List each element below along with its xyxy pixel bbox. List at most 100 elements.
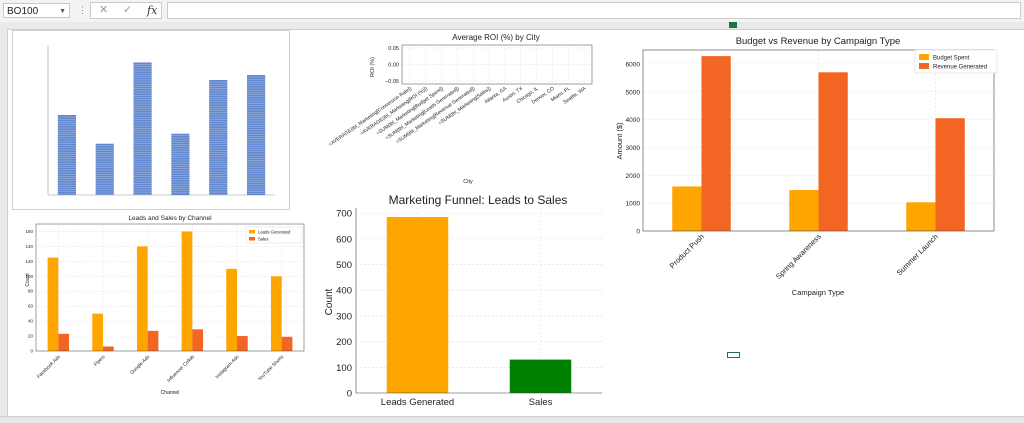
y-tick-label: 80 [28,289,34,294]
y-tick-label: 0 [347,389,352,400]
chart-title: Marketing Funnel: Leads to Sales [389,193,568,207]
y-tick-label: 0 [30,349,33,354]
y-tick-label: 140 [25,244,33,249]
y-tick-label: 500 [336,260,352,271]
bar-leads [270,276,282,351]
y-tick-label: 0.00 [388,63,399,69]
plot-frame [35,223,305,352]
y-tick-label: 5000 [626,89,641,96]
formula-bar: BO100 ▼ ⋮ ✕ ✓ fx [0,0,1024,23]
selected-column-indicator [729,22,737,28]
active-cell[interactable] [727,352,740,358]
legend-label-sales: Sales [258,237,268,242]
y-axis-label: ROI (%) [370,57,376,77]
x-tick-label: Sales [529,397,553,408]
y-tick-label: 2000 [626,173,641,180]
formula-buttons: ✕ ✓ fx [90,2,162,19]
y-tick-label: 0 [636,229,640,236]
y-tick-label: 700 [336,209,352,220]
x-tick-label: Spring Awareness [774,232,823,281]
name-box-value: BO100 [7,6,39,17]
y-axis-label: Count [25,273,31,287]
y-tick-label: 100 [25,274,33,279]
bar-sales [103,346,114,351]
bar [247,75,266,195]
x-tick-label: YouTube Shorts [257,354,286,383]
sheet-tabs-bar[interactable] [0,416,1024,423]
bar-revenue [935,118,965,231]
chart-leads-sales-by-channel[interactable]: Leads and Sales by Channel 0 20 40 60 80 100 1… [8,210,310,410]
chart-roi-svg: Average ROI (%) by City ROI (%) 0.05 0.00… [328,33,593,185]
chart-marketing-funnel[interactable]: Marketing Funnel: Leads to Sales Count 0… [318,188,608,410]
bar-revenue [701,56,731,231]
chart-small-blue[interactable] [12,30,290,210]
legend-swatch-sales [249,237,255,241]
bar-budget [789,190,819,231]
y-tick-label: 600 [336,234,352,245]
insert-function-icon[interactable]: fx [147,4,158,17]
bar-sales [58,333,70,351]
y-tick-label: 100 [336,363,352,374]
bar-leads [136,246,148,351]
row-headers[interactable] [0,29,8,418]
bar-sales [281,336,293,351]
plot-frame [401,44,593,85]
chevron-down-icon[interactable]: ▼ [59,8,66,15]
confirm-icon[interactable]: ✓ [123,4,133,16]
bar-sales [237,336,248,351]
x-axis-label: City [463,179,473,185]
y-tick-label: 120 [25,259,33,264]
column-headers[interactable] [0,22,1024,30]
legend-label-leads: Leads Generated [258,230,291,235]
x-tick-label: Product Push [668,232,706,270]
legend: Leads Generated Sales [245,226,303,244]
chart-title: Average ROI (%) by City [452,33,539,42]
bar-leads [47,257,59,351]
y-tick-label: 0.05 [388,46,399,52]
x-axis-label: Campaign Type [792,288,844,297]
bar-leads [92,313,103,351]
cancel-icon[interactable]: ✕ [99,4,109,16]
bar [209,80,228,195]
y-tick-label: 160 [25,229,33,234]
plot-frame [642,49,995,232]
chart-budget-vs-revenue[interactable]: Budget vs Revenue by Campaign Type Amoun… [606,30,1022,302]
y-tick-label: −0.05 [385,79,399,85]
x-axis-label: Channel [161,390,180,396]
y-tick-label: 400 [336,286,352,297]
legend-swatch-revenue [919,63,929,69]
bar-budget [672,186,702,231]
formula-input[interactable] [167,2,1021,19]
y-tick-label: 60 [28,304,34,309]
legend-swatch-budget [919,54,929,60]
y-axis-label: Amount ($) [615,122,624,160]
chart-small-blue-svg [47,45,275,196]
y-axis-label: Count [324,288,335,315]
chart-leads-sales-svg: Leads and Sales by Channel 0 20 40 60 80 100 1… [25,215,305,396]
chart-average-roi-by-city[interactable]: Average ROI (%) by City ROI (%) 0.05 0.00… [296,30,600,195]
y-tick-label: 1000 [626,201,641,208]
chart-funnel-svg: Marketing Funnel: Leads to Sales Count 0… [324,193,602,408]
y-tick-label: 200 [336,337,352,348]
chart-title: Leads and Sales by Channel [128,215,212,222]
chart-title: Budget vs Revenue by Campaign Type [736,36,901,47]
y-tick-label: 40 [28,319,34,324]
x-tick-label: Instagram Ads [214,354,240,380]
bar [57,115,76,195]
x-tick-label: Leads Generated [381,397,454,408]
y-tick-label: 300 [336,311,352,322]
bar [509,359,572,393]
y-tick-label: 20 [28,334,34,339]
more-options-icon[interactable]: ⋮ [78,5,87,15]
x-tick-label: Facebook Ads [36,354,62,380]
name-box[interactable]: BO100 ▼ [3,3,70,18]
bar-budget [906,202,936,231]
bar [133,62,152,195]
bar-sales [192,329,204,351]
bar-leads [226,268,237,351]
legend-label-budget: Budget Spent [933,56,970,62]
x-tick-label: Flyers [93,354,107,368]
x-tick-label: Google Ads [129,354,151,376]
bar-sales [147,330,159,351]
legend: Budget Spent Revenue Generated [914,49,998,74]
